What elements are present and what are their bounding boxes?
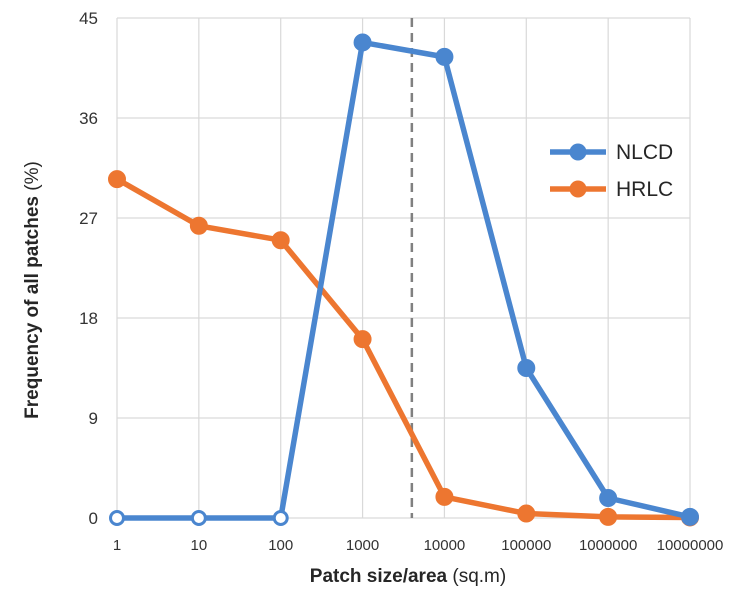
data-point-nlcd bbox=[272, 510, 289, 526]
x-tick-label: 10000 bbox=[424, 537, 466, 554]
legend-swatch-marker bbox=[569, 180, 587, 198]
x-tick-label: 10 bbox=[191, 537, 208, 554]
data-point-hrlc bbox=[517, 504, 536, 523]
series-layer bbox=[108, 33, 699, 527]
x-tick-label: 100000 bbox=[501, 537, 551, 554]
tick-labels: 0 9 18 27 36 45 1 10 100 1000 10000 100000 1000000 10… bbox=[79, 9, 723, 554]
gridlines bbox=[116, 17, 691, 519]
data-point-hrlc bbox=[353, 330, 372, 349]
data-point-hrlc bbox=[189, 216, 208, 235]
y-tick-label: 36 bbox=[79, 109, 98, 128]
x-tick-label: 1000 bbox=[346, 537, 379, 554]
legend-swatch-marker bbox=[569, 143, 587, 161]
legend-item-nlcd: NLCD bbox=[550, 141, 673, 164]
series-line-hrlc bbox=[114, 176, 693, 521]
data-point-nlcd bbox=[517, 359, 536, 377]
y-tick-label: 45 bbox=[79, 9, 98, 28]
data-point-hrlc bbox=[435, 487, 454, 506]
y-tick-label: 18 bbox=[79, 309, 98, 328]
x-tick-label: 1000000 bbox=[579, 537, 637, 554]
y-tick-label: 27 bbox=[79, 209, 98, 228]
x-axis-title: Patch size/area (sq.m) bbox=[310, 566, 506, 587]
x-tick-label: 1 bbox=[113, 537, 121, 554]
legend: NLCD HRLC bbox=[550, 141, 673, 201]
data-point-hrlc bbox=[108, 170, 126, 189]
legend-item-hrlc: HRLC bbox=[550, 178, 673, 201]
data-point-nlcd bbox=[109, 510, 125, 526]
data-point-nlcd bbox=[353, 33, 372, 52]
y-axis-title-unit: (%) bbox=[22, 161, 43, 196]
legend-label: HRLC bbox=[616, 178, 673, 201]
data-point-nlcd bbox=[190, 510, 207, 526]
data-point-nlcd bbox=[681, 507, 699, 526]
x-axis-title-unit: (sq.m) bbox=[447, 566, 506, 587]
y-tick-label: 0 bbox=[89, 509, 98, 528]
legend-label: NLCD bbox=[616, 141, 673, 164]
data-point-hrlc bbox=[599, 507, 618, 526]
y-axis-title-main: Frequency of all patches bbox=[22, 196, 43, 419]
x-axis-title-main: Patch size/area bbox=[310, 566, 448, 587]
data-point-hrlc bbox=[271, 231, 290, 250]
y-axis-title: Frequency of all patches (%) bbox=[22, 161, 43, 419]
x-tick-label: 100 bbox=[268, 537, 293, 554]
y-tick-label: 9 bbox=[89, 409, 98, 428]
data-point-nlcd bbox=[435, 47, 454, 66]
series-nlcd bbox=[109, 33, 699, 526]
x-tick-label: 10000000 bbox=[657, 537, 724, 554]
series-line-nlcd bbox=[114, 39, 693, 521]
series-hrlc bbox=[108, 170, 699, 527]
data-point-nlcd bbox=[599, 489, 618, 507]
